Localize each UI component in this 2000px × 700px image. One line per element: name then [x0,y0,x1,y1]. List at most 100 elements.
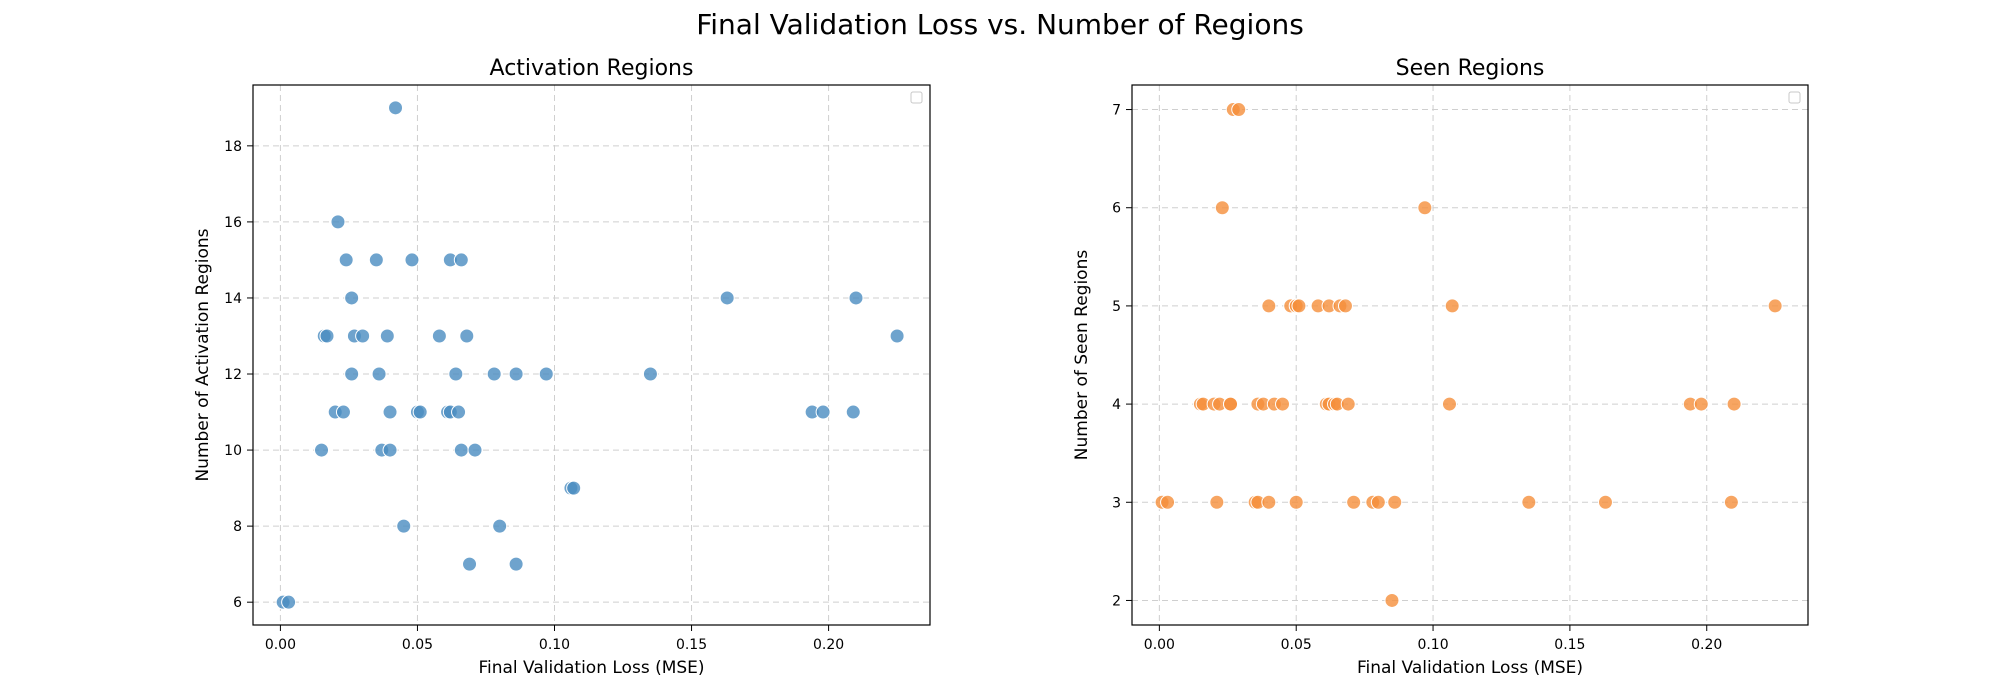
legend-box [910,91,923,104]
data-point [566,480,582,496]
y-tick-label: 10 [224,443,242,459]
data-point [492,518,508,534]
data-point [1767,298,1783,314]
data-point [1346,494,1362,510]
data-point [1370,494,1386,510]
legend-box [1788,91,1801,104]
data-point [379,328,395,344]
data-point [404,252,420,268]
x-axis-label: Final Validation Loss (MSE) [1357,658,1583,678]
data-point [371,366,387,382]
x-tick-label: 0.20 [1691,637,1722,653]
data-point [538,366,554,382]
data-point [338,252,354,268]
y-tick-label: 6 [1112,201,1121,217]
y-tick-label: 8 [233,519,242,535]
y-tick-label: 14 [224,291,242,307]
x-tick-label: 0.10 [1417,637,1448,653]
x-tick-label: 0.10 [539,637,570,653]
x-axis-label: Final Validation Loss (MSE) [478,658,704,678]
data-point [388,100,404,116]
y-tick-label: 12 [224,367,242,383]
data-point [1597,494,1613,510]
data-point [1726,396,1742,412]
data-point [1340,396,1356,412]
figure-title: Final Validation Loss vs. Number of Regi… [696,8,1304,41]
data-point [319,328,335,344]
data-point [508,556,524,572]
data-point [1288,494,1304,510]
data-point [1209,494,1225,510]
data-point [281,594,297,610]
data-point [462,556,478,572]
data-point [448,366,464,382]
x-tick-label: 0.15 [1554,637,1585,653]
x-tick-label: 0.05 [402,637,433,653]
data-point [396,518,412,534]
x-tick-label: 0.05 [1281,637,1312,653]
axes-frame [252,84,931,626]
y-tick-label: 18 [224,139,242,155]
subplot-activation-regions: 0.00 0.05 0.10 0.15 0.20 6 8 10 12 14 16 18 Activati… [193,56,931,678]
data-point [848,290,864,306]
data-point [642,366,658,382]
data-point [330,214,346,230]
data-point [467,442,483,458]
data-point [344,366,360,382]
data-point [412,404,428,420]
subplot-seen-regions: 0.00 0.05 0.10 0.15 0.20 2 3 4 5 6 7 Seen Regions Fi… [1072,56,1809,678]
data-point [1384,592,1400,608]
data-point [889,328,905,344]
data-point [431,328,447,344]
y-tick-label: 5 [1112,299,1121,315]
data-point [335,404,351,420]
data-point [1723,494,1739,510]
data-point [1444,298,1460,314]
data-point [1261,494,1277,510]
data-point [845,404,861,420]
y-tick-label: 4 [1112,397,1121,413]
data-point [1417,200,1433,216]
x-tick-label: 0.00 [265,637,296,653]
data-point [344,290,360,306]
data-point [1521,494,1537,510]
data-point [453,442,469,458]
data-point [355,328,371,344]
data-point [1214,200,1230,216]
data-point [368,252,384,268]
y-tick-label: 16 [224,215,242,231]
x-tick-label: 0.20 [813,637,844,653]
subplot-title: Seen Regions [1396,56,1545,81]
axes-frame [1131,84,1809,626]
subplot-title: Activation Regions [490,56,694,81]
y-axis-label: Number of Activation Regions [193,228,213,481]
data-point [1261,298,1277,314]
data-point [1291,298,1307,314]
data-point [451,404,467,420]
data-point [382,404,398,420]
data-point [1231,102,1247,118]
x-tick-label: 0.00 [1144,637,1175,653]
data-point [719,290,735,306]
data-point [453,252,469,268]
data-point [1387,494,1403,510]
data-point [459,328,475,344]
data-point [815,404,831,420]
y-tick-label: 2 [1112,593,1121,609]
y-axis-label: Number of Seen Regions [1072,250,1092,461]
data-point [1441,396,1457,412]
data-point [1223,396,1239,412]
y-tick-label: 7 [1112,103,1121,119]
data-point [486,366,502,382]
data-point [1160,494,1176,510]
y-tick-label: 3 [1112,495,1121,511]
x-tick-label: 0.15 [676,637,707,653]
data-point [314,442,330,458]
data-point [1693,396,1709,412]
data-point [382,442,398,458]
y-tick-label: 6 [233,595,242,611]
data-point [1275,396,1291,412]
data-point [1337,298,1353,314]
data-point [508,366,524,382]
